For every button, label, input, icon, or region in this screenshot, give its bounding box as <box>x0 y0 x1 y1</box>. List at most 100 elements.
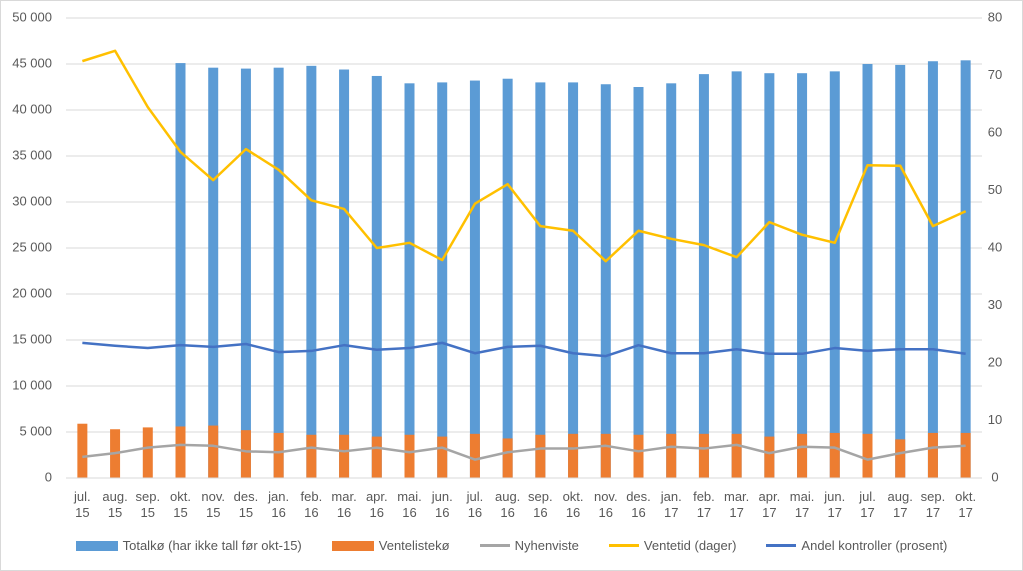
bar <box>797 73 808 478</box>
bar <box>175 426 186 478</box>
legend-swatch <box>331 540 374 551</box>
bar <box>600 433 611 478</box>
bar <box>306 434 317 478</box>
bar <box>666 83 677 478</box>
y-tick-label: 10 000 <box>12 377 52 392</box>
y2-tick-label: 70 <box>988 67 1002 82</box>
x-tick-label: mai. 17 <box>789 489 815 520</box>
y-tick-label: 25 000 <box>12 239 52 254</box>
x-tick-label: sep. 16 <box>528 489 553 520</box>
bar <box>568 433 579 478</box>
bar <box>208 425 219 478</box>
bar <box>502 78 513 478</box>
x-tick-label: mar. 17 <box>723 489 750 520</box>
legend-label: Ventelistekø <box>378 538 450 553</box>
legend-item: Totalkø (har ikke tall før okt-15) <box>75 538 302 553</box>
bar <box>731 71 742 479</box>
bar <box>829 432 840 478</box>
x-tick-label: feb. 17 <box>693 489 715 520</box>
y-tick-label: 5 000 <box>19 423 52 438</box>
legend-label: Nyhenviste <box>514 538 579 553</box>
x-tick-label: okt. 17 <box>955 489 977 520</box>
x-tick-label: sep. 15 <box>135 489 161 520</box>
bar <box>862 64 873 478</box>
bar <box>404 434 415 478</box>
y2-tick-label: 60 <box>988 124 1002 139</box>
x-tick-label: apr. 17 <box>758 489 781 520</box>
y2-tick-label: 50 <box>988 182 1002 197</box>
bar <box>77 423 88 478</box>
bar <box>240 430 251 478</box>
legend-swatch <box>479 544 510 547</box>
bar <box>437 436 448 478</box>
y-tick-label: 45 000 <box>12 55 52 70</box>
y-tick-label: 40 000 <box>12 101 52 116</box>
legend-item: Nyhenviste <box>479 538 579 553</box>
legend-label: Totalkø (har ikke tall før okt-15) <box>122 538 302 553</box>
bar <box>797 433 808 478</box>
legend-item: Ventelistekø <box>331 538 450 553</box>
x-tick-label: okt. 16 <box>562 489 584 520</box>
bar <box>764 73 775 478</box>
x-tick-label: nov. 16 <box>593 489 618 520</box>
y2-tick-label: 10 <box>988 412 1002 427</box>
y-tick-label: 30 000 <box>12 193 52 208</box>
x-tick-label: jan. 17 <box>660 489 682 520</box>
x-tick-label: jul. 15 <box>74 489 91 520</box>
y2-tick-label: 80 <box>988 9 1002 24</box>
bar <box>600 84 611 479</box>
bar <box>535 434 546 478</box>
x-tick-label: nov. 15 <box>201 489 225 520</box>
bar <box>927 432 938 478</box>
legend-item: Ventetid (dager) <box>608 538 736 553</box>
x-tick-label: sep. 17 <box>920 489 946 520</box>
legend-swatch <box>766 544 797 547</box>
bar <box>895 64 906 479</box>
x-tick-label: apr. 16 <box>365 489 388 520</box>
y-tick-label: 15 000 <box>12 331 52 346</box>
legend-label: Andel kontroller (prosent) <box>801 538 948 553</box>
bar <box>698 433 709 478</box>
bar <box>731 433 742 478</box>
x-tick-label: des. 16 <box>626 489 651 520</box>
bar <box>404 83 415 478</box>
bar <box>960 432 971 478</box>
x-tick-label: mar. 16 <box>331 489 357 520</box>
bar <box>895 439 906 478</box>
bar <box>698 74 709 479</box>
bar <box>469 80 480 478</box>
y-tick-label: 20 000 <box>12 285 52 300</box>
x-tick-label: aug. 15 <box>102 489 128 520</box>
y2-tick-label: 20 <box>988 354 1002 369</box>
bar <box>175 63 186 479</box>
x-tick-label: aug. 16 <box>494 489 521 520</box>
legend: Totalkø (har ikke tall før okt-15) Ventel… <box>0 538 1023 553</box>
bar <box>960 60 971 478</box>
bar <box>371 75 382 479</box>
bar <box>666 433 677 478</box>
y2-tick-label: 0 <box>991 469 998 484</box>
bar <box>142 427 153 478</box>
y2-tick-label: 40 <box>988 239 1002 254</box>
bar <box>535 82 546 479</box>
x-tick-label: jul. 17 <box>859 489 876 520</box>
bar <box>927 61 938 479</box>
bar <box>633 434 644 478</box>
line <box>82 443 966 461</box>
y2-tick-label: 30 <box>988 297 1002 312</box>
x-tick-label: feb. 16 <box>300 489 323 520</box>
bar <box>273 432 284 478</box>
bar <box>568 82 579 479</box>
legend-swatch <box>75 540 118 551</box>
bar <box>240 68 251 478</box>
bar <box>208 67 219 479</box>
bar <box>633 87 644 478</box>
bar <box>764 436 775 478</box>
x-tick-label: okt. 15 <box>170 489 191 520</box>
y-tick-label: 35 000 <box>12 147 52 162</box>
bar <box>829 71 840 479</box>
y-tick-label: 50 000 <box>12 9 52 24</box>
legend-swatch <box>608 544 639 547</box>
